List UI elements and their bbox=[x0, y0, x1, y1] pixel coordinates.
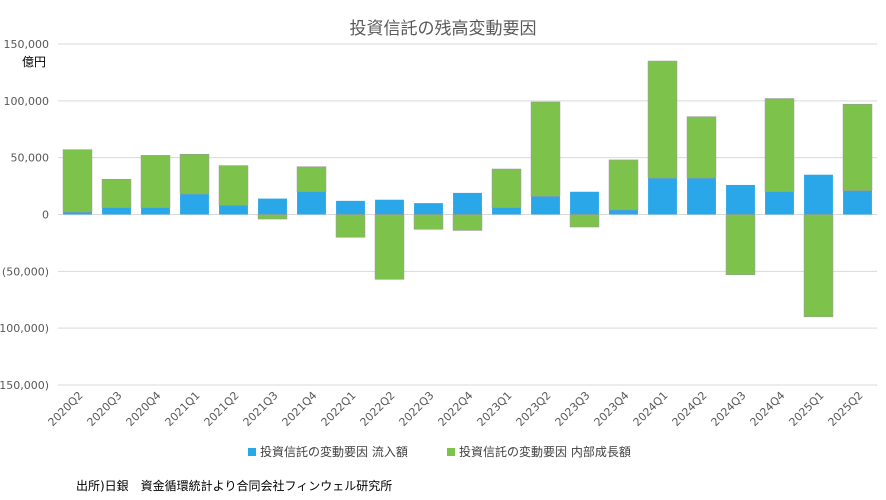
bar-internal-growth bbox=[647, 60, 678, 179]
bar-inflow bbox=[63, 212, 92, 215]
y-axis-tick-labels: 150,000 100,000 50,000 0 (50,000) (100,000) (1… bbox=[0, 38, 49, 392]
y-tick-label: (50,000) bbox=[2, 265, 49, 278]
y-tick-label: 150,000 bbox=[4, 38, 50, 51]
bar-internal-growth bbox=[569, 214, 600, 228]
y-tick-label: (100,000) bbox=[0, 322, 49, 335]
legend-label-internal-growth: 投資信託の変動要因 内部成長額 bbox=[459, 444, 631, 459]
legend-swatch-inflow bbox=[248, 448, 256, 456]
y-tick-label: 50,000 bbox=[11, 152, 50, 165]
x-tick-label: 2021Q1 bbox=[163, 389, 203, 429]
x-tick-label: 2025Q1 bbox=[787, 389, 827, 429]
legend-swatch-internal-growth bbox=[447, 448, 455, 456]
bar-inflow bbox=[687, 178, 716, 215]
x-tick-label: 2024Q4 bbox=[748, 389, 788, 429]
bar-internal-growth bbox=[218, 165, 249, 206]
bar-inflow bbox=[765, 191, 794, 215]
bar-inflow bbox=[453, 192, 482, 215]
x-tick-label: 2020Q2 bbox=[46, 389, 86, 429]
bar-inflow bbox=[336, 200, 365, 215]
bar-inflow bbox=[297, 191, 326, 215]
bar-inflow bbox=[531, 196, 560, 215]
x-tick-label: 2022Q3 bbox=[397, 389, 437, 429]
x-tick-label: 2021Q3 bbox=[241, 389, 281, 429]
bar-internal-growth bbox=[530, 101, 561, 197]
x-tick-label: 2023Q1 bbox=[475, 389, 515, 429]
x-tick-label: 2020Q3 bbox=[85, 389, 125, 429]
bars bbox=[62, 60, 873, 318]
bar-internal-growth bbox=[725, 214, 756, 276]
bar-inflow bbox=[843, 190, 872, 215]
bar-internal-growth bbox=[608, 159, 639, 211]
bar-inflow bbox=[102, 207, 131, 215]
bar-inflow bbox=[375, 199, 404, 215]
y-axis-unit-label: 億円 bbox=[22, 55, 46, 69]
bar-inflow bbox=[180, 194, 209, 215]
bar-internal-growth bbox=[686, 116, 717, 179]
y-tick-label: 0 bbox=[42, 209, 49, 222]
bar-internal-growth bbox=[179, 153, 210, 195]
bar-internal-growth bbox=[296, 166, 327, 193]
bar-inflow bbox=[492, 207, 521, 215]
bar-inflow bbox=[258, 198, 287, 215]
bar-internal-growth bbox=[101, 178, 132, 208]
bar-inflow bbox=[219, 205, 248, 215]
x-tick-label: 2023Q2 bbox=[514, 389, 554, 429]
bar-internal-growth bbox=[257, 214, 288, 220]
bar-inflow bbox=[141, 207, 170, 215]
x-tick-label: 2021Q2 bbox=[202, 389, 242, 429]
x-tick-label: 2020Q4 bbox=[124, 389, 164, 429]
x-tick-label: 2023Q3 bbox=[553, 389, 593, 429]
x-tick-label: 2025Q2 bbox=[826, 389, 866, 429]
bar-internal-growth bbox=[374, 214, 405, 280]
legend-label-inflow: 投資信託の変動要因 流入額 bbox=[260, 444, 408, 459]
bar-inflow bbox=[414, 203, 443, 215]
x-tick-label: 2024Q3 bbox=[709, 389, 749, 429]
bar-internal-growth bbox=[335, 214, 366, 238]
bar-internal-growth bbox=[491, 168, 522, 208]
x-tick-label: 2023Q4 bbox=[592, 389, 632, 429]
bar-internal-growth bbox=[140, 155, 171, 208]
x-tick-label: 2022Q4 bbox=[436, 389, 476, 429]
source-note: 出所)日銀 資金循環統計より合同会社フィンウェル研究所 bbox=[76, 478, 392, 493]
bar-internal-growth bbox=[452, 214, 483, 231]
chart-title: 投資信託の残高変動要因 bbox=[350, 19, 537, 39]
bar-internal-growth bbox=[803, 214, 834, 318]
bar-inflow bbox=[804, 174, 833, 215]
bar-inflow bbox=[609, 209, 638, 215]
x-tick-label: 2022Q1 bbox=[319, 389, 359, 429]
x-tick-label: 2024Q1 bbox=[631, 389, 671, 429]
y-tick-label: 100,000 bbox=[4, 95, 50, 108]
bar-inflow bbox=[726, 184, 755, 215]
bar-internal-growth bbox=[842, 103, 873, 191]
x-axis-tick-labels: 2020Q22020Q32020Q42021Q12021Q22021Q32021… bbox=[46, 389, 866, 429]
bar-internal-growth bbox=[764, 98, 795, 193]
bar-inflow bbox=[648, 178, 677, 215]
bar-internal-growth bbox=[62, 149, 93, 213]
x-tick-label: 2021Q4 bbox=[280, 389, 320, 429]
bar-inflow bbox=[570, 191, 599, 215]
bar-internal-growth bbox=[413, 214, 444, 230]
x-tick-label: 2024Q2 bbox=[670, 389, 710, 429]
y-tick-label: (150,000) bbox=[0, 379, 49, 392]
x-tick-label: 2022Q2 bbox=[358, 389, 398, 429]
legend: 投資信託の変動要因 流入額 投資信託の変動要因 内部成長額 bbox=[248, 444, 631, 459]
